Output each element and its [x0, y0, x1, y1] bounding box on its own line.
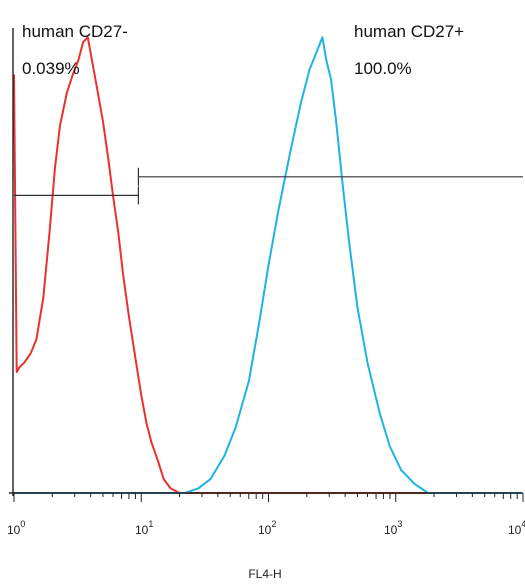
x-tick-label-3: 103 [384, 519, 402, 537]
x-tick-label-4: 104 [508, 519, 525, 537]
gate-positive-name: human CD27+ [354, 22, 464, 41]
gate-negative-name: human CD27- [22, 22, 128, 41]
series-layer [13, 36, 523, 494]
x-tick-label-0: 100 [7, 519, 25, 537]
x-tick-label-1: 101 [135, 519, 153, 537]
series-line-positive [14, 36, 523, 494]
gate-negative-value: 0.039% [22, 59, 80, 78]
series-line-negative [13, 36, 523, 494]
x-axis-title: FL4-H [248, 567, 281, 581]
gate-layer [14, 167, 523, 205]
x-tick-layer [13, 493, 524, 502]
x-tick-label-2: 102 [258, 519, 276, 537]
gate-positive-value: 100.0% [354, 59, 412, 78]
